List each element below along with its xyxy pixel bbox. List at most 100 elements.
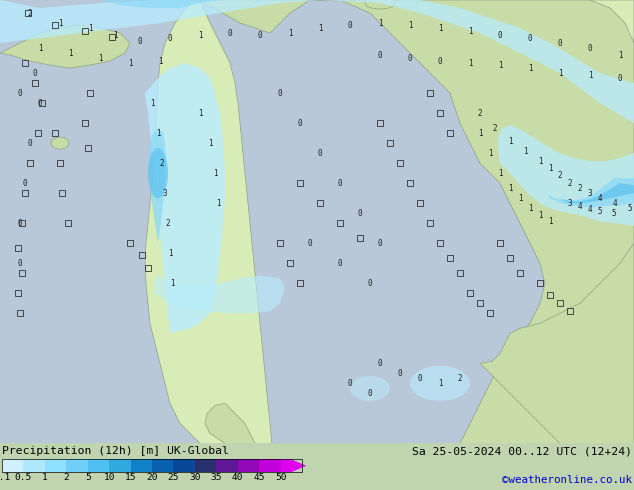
Bar xyxy=(17,310,23,317)
Text: 1: 1 xyxy=(113,30,117,40)
Bar xyxy=(67,459,87,472)
Text: 1: 1 xyxy=(508,184,512,193)
Text: 0: 0 xyxy=(18,89,22,98)
Text: Precipitation (12h) [m] UK-Global: Precipitation (12h) [m] UK-Global xyxy=(2,446,229,456)
Bar xyxy=(467,290,473,296)
Bar xyxy=(437,240,443,246)
Text: 1: 1 xyxy=(538,157,542,166)
Bar xyxy=(557,300,563,306)
Bar xyxy=(23,459,45,472)
Text: 4: 4 xyxy=(612,199,618,208)
Text: 1: 1 xyxy=(150,98,154,108)
Polygon shape xyxy=(200,0,634,443)
Text: 1: 1 xyxy=(42,473,48,482)
Text: 1: 1 xyxy=(588,71,592,79)
Text: 1: 1 xyxy=(158,56,162,66)
Bar xyxy=(407,180,413,186)
Text: 2: 2 xyxy=(165,219,171,228)
Polygon shape xyxy=(0,25,130,68)
Text: 0: 0 xyxy=(18,219,22,228)
Text: 1: 1 xyxy=(318,24,322,32)
Text: 1: 1 xyxy=(167,249,172,258)
Text: 0: 0 xyxy=(298,119,302,127)
Text: 5: 5 xyxy=(85,473,91,482)
Text: 1: 1 xyxy=(212,169,217,178)
Polygon shape xyxy=(205,403,255,443)
Bar xyxy=(387,140,393,146)
Bar xyxy=(297,280,303,286)
Text: 1: 1 xyxy=(527,64,533,73)
Polygon shape xyxy=(145,63,225,333)
Text: 1: 1 xyxy=(527,204,533,213)
Polygon shape xyxy=(498,125,634,226)
Text: 10: 10 xyxy=(103,473,115,482)
Text: 1: 1 xyxy=(156,129,160,138)
Text: 0: 0 xyxy=(378,359,382,368)
Text: 1: 1 xyxy=(477,129,482,138)
Bar xyxy=(216,459,238,472)
Text: 0: 0 xyxy=(228,28,232,38)
Bar xyxy=(85,145,91,151)
Text: 1: 1 xyxy=(216,199,220,208)
Text: 2: 2 xyxy=(493,123,497,133)
Text: 1: 1 xyxy=(198,109,202,118)
Text: 0: 0 xyxy=(33,69,37,77)
Text: 2: 2 xyxy=(63,473,69,482)
Text: 0: 0 xyxy=(437,56,443,66)
Text: 35: 35 xyxy=(210,473,222,482)
Text: 1: 1 xyxy=(498,61,502,70)
Text: 1: 1 xyxy=(288,28,292,38)
Bar xyxy=(477,300,483,306)
Text: 3: 3 xyxy=(588,189,592,197)
Text: ©weatheronline.co.uk: ©weatheronline.co.uk xyxy=(502,475,632,485)
Text: 0: 0 xyxy=(408,53,412,63)
Bar xyxy=(457,270,463,276)
Ellipse shape xyxy=(365,0,395,9)
Text: 0: 0 xyxy=(318,148,322,158)
Bar xyxy=(45,459,67,472)
Text: 0: 0 xyxy=(307,239,313,248)
Polygon shape xyxy=(560,183,634,203)
Ellipse shape xyxy=(148,148,168,198)
Text: 0: 0 xyxy=(378,50,382,60)
Bar xyxy=(109,34,115,40)
Bar xyxy=(87,90,93,96)
Bar xyxy=(277,240,283,246)
Text: 0: 0 xyxy=(368,279,372,288)
Bar xyxy=(39,100,45,106)
Text: 1: 1 xyxy=(468,59,472,68)
Bar xyxy=(337,220,343,226)
Text: 45: 45 xyxy=(254,473,265,482)
Text: 1: 1 xyxy=(58,19,62,27)
Text: 5: 5 xyxy=(598,207,602,216)
Text: 3: 3 xyxy=(163,189,167,197)
Text: 0: 0 xyxy=(347,21,353,29)
Bar xyxy=(427,90,433,96)
Bar xyxy=(152,459,174,472)
Text: 0: 0 xyxy=(378,239,382,248)
Text: 1: 1 xyxy=(488,148,493,158)
Bar xyxy=(131,459,152,472)
Text: 0: 0 xyxy=(558,39,562,48)
Bar xyxy=(507,255,513,261)
Polygon shape xyxy=(145,0,272,443)
Text: 1: 1 xyxy=(87,24,93,32)
Bar xyxy=(32,80,38,86)
Bar xyxy=(447,255,453,261)
Bar xyxy=(145,265,151,271)
Text: 5: 5 xyxy=(628,204,632,213)
Text: 0: 0 xyxy=(257,30,262,40)
Bar xyxy=(139,252,145,258)
Text: 4: 4 xyxy=(588,205,592,214)
Bar xyxy=(82,120,88,126)
Text: 0: 0 xyxy=(527,33,533,43)
Text: 0: 0 xyxy=(418,374,422,383)
Text: 0: 0 xyxy=(338,179,342,188)
Text: 1: 1 xyxy=(127,59,133,68)
Bar xyxy=(59,190,65,196)
Bar xyxy=(65,220,71,226)
Bar xyxy=(238,459,259,472)
Ellipse shape xyxy=(51,137,69,149)
Text: 0: 0 xyxy=(37,98,42,108)
Bar xyxy=(287,260,293,266)
